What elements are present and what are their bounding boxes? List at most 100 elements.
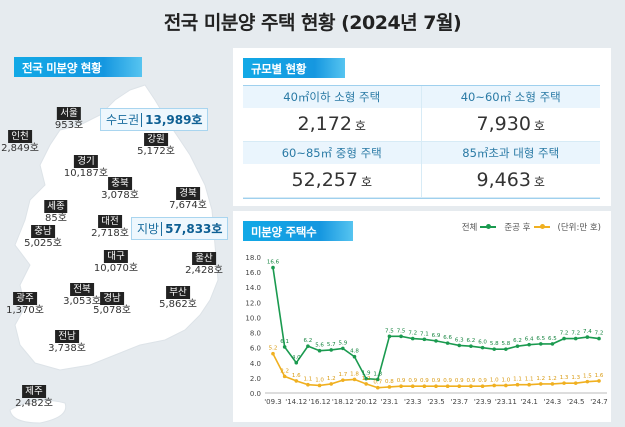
region-name: 충북 (108, 177, 132, 190)
size-label: 40㎡이하 소형 주택 (243, 86, 421, 108)
x-tick-label: '24.1 (520, 398, 538, 406)
data-label: 1.2 (548, 376, 557, 382)
data-point (294, 360, 299, 365)
data-point (329, 348, 334, 352)
region-value: 2,482호 (15, 398, 53, 409)
data-label: 5.7 (327, 342, 336, 348)
data-point (410, 384, 415, 388)
region-name: 충남 (31, 225, 55, 238)
data-label: 0.9 (443, 378, 452, 384)
size-value: 52,257 호 (291, 169, 373, 191)
data-point (573, 381, 578, 385)
region-8: 대전 2,718호 (91, 215, 129, 240)
x-tick-label: '23.7 (451, 398, 469, 406)
region-6: 세종 85호 (44, 200, 68, 225)
data-label: 2.2 (280, 368, 289, 374)
line-chart: 0.0 2.0 4.0 6.0 8.0 10.0 12.0 14.0 16.0 18.0 '09.3… (245, 254, 607, 406)
region-name: 서울 (57, 107, 81, 120)
data-point (317, 383, 322, 388)
data-label: 7.2 (408, 331, 417, 337)
region-value: 2,849호 (1, 143, 39, 154)
data-label: 6.2 (513, 338, 522, 344)
x-tick-label: '24.5 (567, 398, 585, 406)
map-tag: 전국 미분양 현황 (14, 57, 142, 77)
data-label: 6.3 (455, 337, 464, 343)
size-value: 9,463 호 (476, 169, 545, 191)
data-label: 6.6 (443, 335, 452, 341)
data-label: 0.9 (478, 378, 487, 384)
data-point (271, 351, 275, 356)
region-value: 5,025호 (24, 238, 62, 249)
y-tick-label: 6.0 (250, 345, 261, 353)
data-point (375, 377, 380, 382)
size-tag: 규모별 현황 (243, 58, 345, 78)
region-value: 5,862호 (159, 299, 197, 310)
x-tick-label: '09.3 (264, 398, 282, 406)
data-label: 4.8 (350, 349, 359, 355)
data-point (562, 336, 566, 341)
data-point (364, 376, 368, 381)
data-point (445, 341, 450, 345)
y-tick-label: 2.0 (250, 375, 261, 383)
region-name: 광주 (13, 292, 37, 305)
data-label: 1.6 (292, 373, 301, 379)
data-point (515, 344, 520, 348)
region-16: 제주 2,482호 (15, 385, 53, 410)
data-label: 1.2 (362, 376, 371, 382)
data-label: 6.2 (304, 338, 313, 344)
size-cell: 40~60㎡ 소형 주택 7,930 호 (421, 86, 600, 142)
region-12: 경남 5,078호 (93, 292, 131, 317)
data-point (271, 265, 275, 270)
data-point (573, 336, 578, 341)
data-point (538, 342, 543, 346)
data-label: 5.2 (269, 346, 278, 352)
data-label: 1.3 (571, 375, 580, 381)
data-label: 7.2 (571, 331, 580, 337)
data-point (457, 384, 462, 388)
data-point (399, 334, 403, 339)
region-value: 3,738호 (48, 343, 86, 354)
data-label: 7.2 (595, 331, 604, 337)
data-point (282, 374, 287, 379)
region-value: 5,078호 (93, 305, 131, 316)
legend-completed: 준공 후 (504, 221, 550, 233)
data-point (306, 344, 310, 348)
data-point (352, 377, 357, 382)
region-15: 전남 3,738호 (48, 330, 86, 355)
size-label: 60~85㎡ 중형 주택 (243, 142, 421, 164)
data-label: 0.9 (432, 378, 441, 384)
data-label: 1.2 (536, 376, 545, 382)
data-label: 7.1 (420, 331, 429, 337)
size-cell: 40㎡이하 소형 주택 2,172 호 (243, 86, 422, 142)
data-label: 5.9 (338, 340, 347, 346)
size-label: 85㎡초과 대형 주택 (421, 142, 600, 164)
data-point (341, 346, 345, 351)
region-value: 10,070호 (93, 263, 139, 274)
region-name: 전북 (70, 283, 94, 296)
region-name: 울산 (192, 252, 216, 265)
x-tick-label: '23.3 (404, 398, 422, 406)
region-name: 경남 (100, 292, 124, 305)
data-point (329, 382, 334, 386)
region-9: 대구 10,070호 (94, 250, 138, 275)
data-point (550, 342, 555, 346)
region-name: 강원 (144, 133, 168, 146)
legend-total: 전체 (462, 221, 497, 233)
data-label: 1.0 (490, 377, 499, 383)
region-2: 경기 10,187호 (64, 155, 108, 180)
data-label: 7.4 (583, 329, 592, 335)
data-label: 4.0 (292, 355, 301, 361)
data-point (445, 384, 450, 388)
unit-note: (단위:만 호) (557, 223, 601, 233)
local-total: 지방 57,833호 (131, 217, 229, 240)
size-cell: 60~85㎡ 중형 주택 52,257 호 (243, 142, 422, 198)
capital-total: 수도권 13,989호 (100, 108, 209, 131)
data-label: 6.1 (280, 339, 289, 345)
data-point (527, 342, 531, 347)
data-label: 1.3 (560, 375, 569, 381)
region-0: 서울 953호 (55, 107, 83, 132)
region-name: 세종 (44, 200, 68, 213)
map-panel: 전국 미분양 현황 수도권 13,989호 지방 57,833호 서울 953호 인천 2… (0, 45, 230, 425)
size-value: 2,172 호 (297, 113, 366, 135)
data-point (282, 345, 287, 349)
